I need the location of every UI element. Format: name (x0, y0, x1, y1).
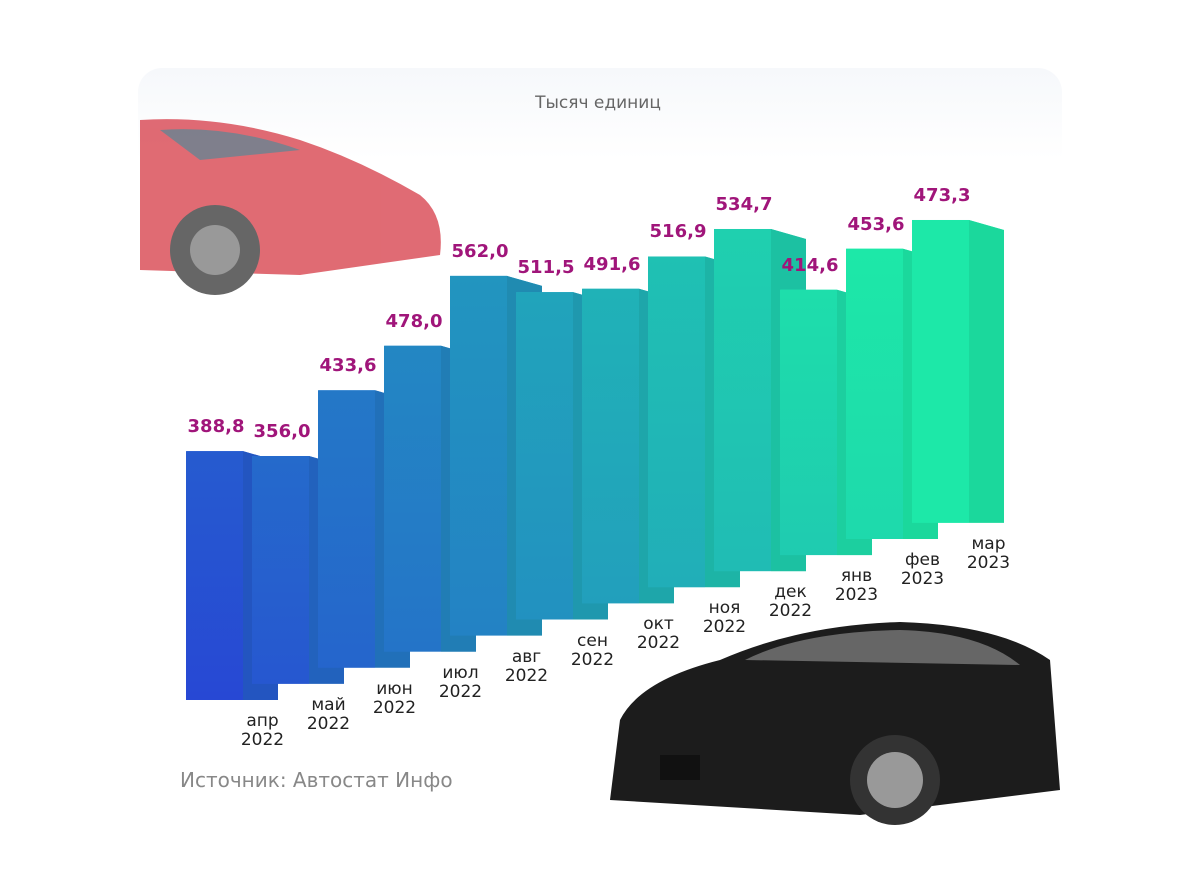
bar-front (648, 256, 705, 588)
bar-front (582, 288, 639, 604)
x-tick-label: мар 2023 (966, 533, 1011, 573)
x-tick-label: май 2022 (306, 694, 351, 734)
value-label: 414,6 (781, 254, 839, 276)
subtitle: Тысяч единиц (535, 93, 661, 113)
x-tick-label: окт 2022 (636, 614, 681, 654)
bar (648, 256, 740, 588)
value-label: 453,6 (847, 213, 905, 235)
x-tick-label: ноя 2022 (702, 598, 747, 638)
bar-side (969, 219, 1004, 523)
value-label: 433,6 (319, 355, 377, 377)
x-tick-label: апр 2022 (240, 711, 285, 750)
value-label: 491,6 (583, 253, 641, 275)
x-tick-label: авг 2022 (504, 646, 549, 686)
x-tick-label: июл 2022 (438, 662, 483, 702)
bar-front (450, 275, 507, 636)
x-tick-label: янв 2023 (834, 566, 879, 606)
x-tick-label: июн 2022 (372, 678, 417, 718)
bar-front (780, 289, 837, 556)
black-car (610, 622, 1060, 825)
red-car (140, 119, 441, 295)
x-tick-label: дек 2022 (768, 582, 813, 622)
bar-front (318, 390, 375, 668)
value-label: 511,5 (517, 257, 575, 279)
value-label: 473,3 (913, 184, 971, 206)
value-label: 516,9 (649, 221, 707, 243)
bar (912, 219, 1004, 523)
bar-front (384, 345, 441, 652)
value-label: 562,0 (451, 240, 509, 262)
source: Источник: Автостат Инфо (180, 768, 453, 792)
bar-front (252, 456, 309, 684)
bar-front (912, 219, 969, 523)
x-tick-label: сен 2022 (570, 630, 615, 670)
bar-front (714, 228, 771, 572)
value-label: 478,0 (385, 310, 443, 332)
x-tick-label: фев 2023 (900, 550, 945, 589)
bar-front (186, 451, 243, 700)
value-label: 388,8 (187, 416, 245, 438)
bar-front (516, 292, 573, 620)
value-label: 534,7 (715, 193, 773, 215)
bar-front (846, 248, 903, 540)
value-label: 356,0 (253, 421, 311, 443)
